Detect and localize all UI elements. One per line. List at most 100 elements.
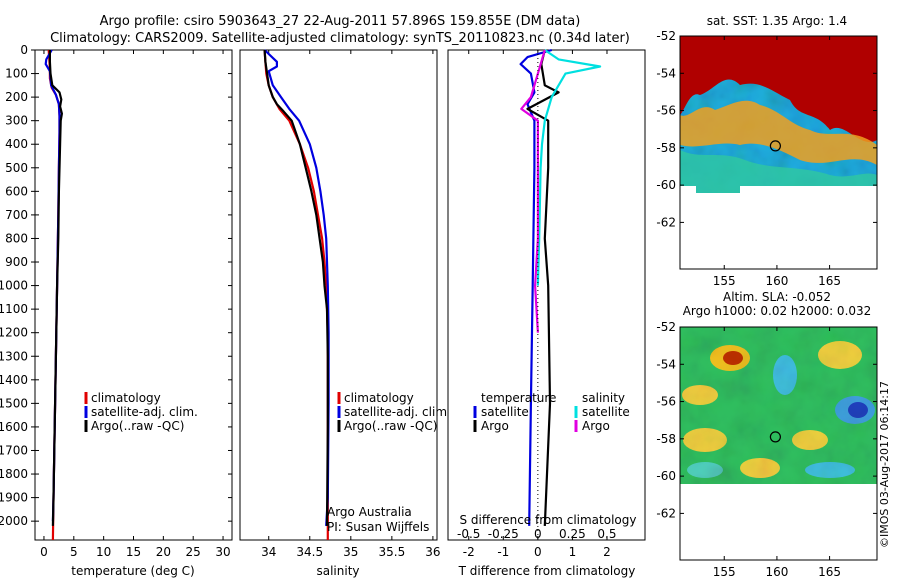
depth-tick-label: 1500: [0, 396, 28, 410]
map-lon-label: 160: [765, 274, 788, 288]
salinity-legend: climatology satellite-adj. clim. Argo(..…: [337, 391, 451, 433]
difference-series-lines: [519, 48, 602, 540]
depth-tick-label: 0: [20, 43, 28, 57]
depth-tick-label: 400: [5, 137, 28, 151]
s-difference-tick-label: -0.5: [457, 527, 480, 541]
depth-tick-label: 1200: [0, 326, 28, 340]
legend-label-climatology: climatology: [91, 391, 161, 405]
sst-map-tick-labels: -52 -54 -56 -58 -60 -62 155 160 165: [656, 29, 877, 288]
temperature-tick-label: 20: [156, 545, 171, 559]
map-lat-label: -56: [656, 104, 676, 118]
temperature-tick-label: 10: [96, 545, 111, 559]
depth-tick-label: 800: [5, 231, 28, 245]
salinity-tick-label: 35: [343, 545, 358, 559]
legend-label-argo: Argo(..raw -QC): [91, 419, 184, 433]
sla-map-tick-labels: -52 -54 -56 -58 -60 -62 155 160 165: [656, 320, 877, 579]
depth-tick-label: 1300: [0, 349, 28, 363]
map-lat-label: -60: [656, 178, 676, 192]
depth-tick-label: 600: [5, 184, 28, 198]
temperature-tick-label: 0: [40, 545, 48, 559]
temperature-series-lines: [44, 49, 64, 541]
depth-tick-label: 2000: [0, 514, 28, 528]
sla-map-subtitle: Argo h1000: 0.02 h2000: 0.032: [683, 304, 872, 318]
depth-tick-label: 500: [5, 161, 28, 175]
sst-map-panel: sat. SST: 1.35 Argo: 1.4 -52 -54 -56 -58 -60…: [656, 14, 878, 288]
legend-label-argo: Argo(..raw -QC): [344, 419, 437, 433]
salinity-panel: 34 34.5 35 35.5 36 salinity climatology sate…: [239, 49, 451, 578]
map-lat-label: -58: [656, 432, 676, 446]
depth-tick-label: 1600: [0, 420, 28, 434]
temperature-axes-frame: [34, 49, 233, 541]
temperature-tick-label: 5: [70, 545, 78, 559]
depth-tick-label: 1900: [0, 491, 28, 505]
depth-tick-label: 1400: [0, 373, 28, 387]
t-difference-tick-label: -2: [463, 545, 475, 559]
map-lat-label: -60: [656, 469, 676, 483]
header-line1: Argo profile: csiro 5903643_27 22-Aug-20…: [100, 14, 581, 29]
series-line-satellite: [519, 48, 553, 526]
salinity-tick-label: 35.5: [378, 545, 405, 559]
map-lat-label: -52: [656, 29, 676, 43]
s-difference-tick-label: 0.5: [597, 527, 616, 541]
salinity-axes-frame: [239, 49, 438, 541]
map-lon-label: 165: [818, 274, 841, 288]
sla-map-title: Altim. SLA: -0.052: [723, 290, 831, 304]
map-lon-label: 160: [765, 565, 788, 579]
s-difference-tick-label: 0.25: [559, 527, 586, 541]
map-lon-label: 165: [818, 565, 841, 579]
temperature-tick-labels: 0 5 10 15 20 25 30: [40, 50, 231, 559]
series-line-argo---raw--qc-: [263, 49, 329, 526]
map-lon-label: 155: [713, 565, 736, 579]
imos-timestamp: ©IMOS 03-Aug-2017 06:14:17: [878, 381, 891, 548]
depth-tick-label: 700: [5, 208, 28, 222]
legend-label-satellite: satellite-adj. clim.: [91, 405, 198, 419]
t-difference-xlabel: T difference from climatology: [458, 564, 636, 578]
t-difference-tick-label: -1: [497, 545, 509, 559]
map-lat-label: -54: [656, 66, 676, 80]
difference-legend: temperature salinity satellite Argo sate…: [473, 391, 630, 433]
depth-tick-label: 1000: [0, 279, 28, 293]
legend-label-t-satellite: satellite: [481, 405, 529, 419]
temperature-panel: 0100200300400500600700800900100011001200…: [0, 43, 645, 578]
map-lon-label: 155: [713, 274, 736, 288]
depth-tick-label: 1700: [0, 443, 28, 457]
map-lat-label: -54: [656, 357, 676, 371]
series-line-argo: [526, 49, 560, 526]
sst-map-title: sat. SST: 1.35 Argo: 1.4: [707, 14, 847, 28]
depth-tick-label: 100: [5, 67, 28, 81]
salinity-tick-label: 34: [261, 545, 276, 559]
salinity-tick-label: 34.5: [296, 545, 323, 559]
sla-argo-position-marker: [769, 431, 781, 443]
salinity-xlabel: salinity: [316, 564, 359, 578]
t-difference-tick-label: 0: [534, 545, 542, 559]
depth-tick-label: 200: [5, 90, 28, 104]
sla-field: [680, 327, 877, 484]
series-line-argo: [520, 49, 546, 333]
sst-map-frame: [679, 35, 878, 270]
series-line-satellite: [536, 49, 602, 286]
difference-axes-frame: [447, 49, 646, 541]
header-line2: Climatology: CARS2009. Satellite-adjuste…: [50, 31, 630, 46]
t-difference-tick-label: 1: [569, 545, 577, 559]
t-difference-tick-label: 2: [603, 545, 611, 559]
salinity-tick-label: 36: [425, 545, 440, 559]
map-lat-label: -62: [656, 506, 676, 520]
depth-tick-label: 300: [5, 114, 28, 128]
salinity-series-lines: [263, 49, 330, 540]
map-lat-label: -56: [656, 395, 676, 409]
map-lat-label: -52: [656, 320, 676, 334]
annotation-pi: PI: Susan Wijffels: [327, 520, 429, 534]
legend-label-t-argo: Argo: [481, 419, 509, 433]
temperature-tick-label: 25: [186, 545, 201, 559]
map-lat-label: -58: [656, 141, 676, 155]
temperature-xlabel: temperature (deg C): [71, 564, 194, 578]
temperature-tick-label: 15: [126, 545, 141, 559]
temperature-tick-label: 30: [215, 545, 230, 559]
sla-map-frame: [679, 326, 878, 561]
s-difference-xlabel: S difference from climatology: [460, 513, 637, 527]
legend-label-s-argo: Argo: [582, 419, 610, 433]
depth-tick-label: 1100: [0, 302, 28, 316]
legend-label-satellite: satellite-adj. clim.: [344, 405, 451, 419]
